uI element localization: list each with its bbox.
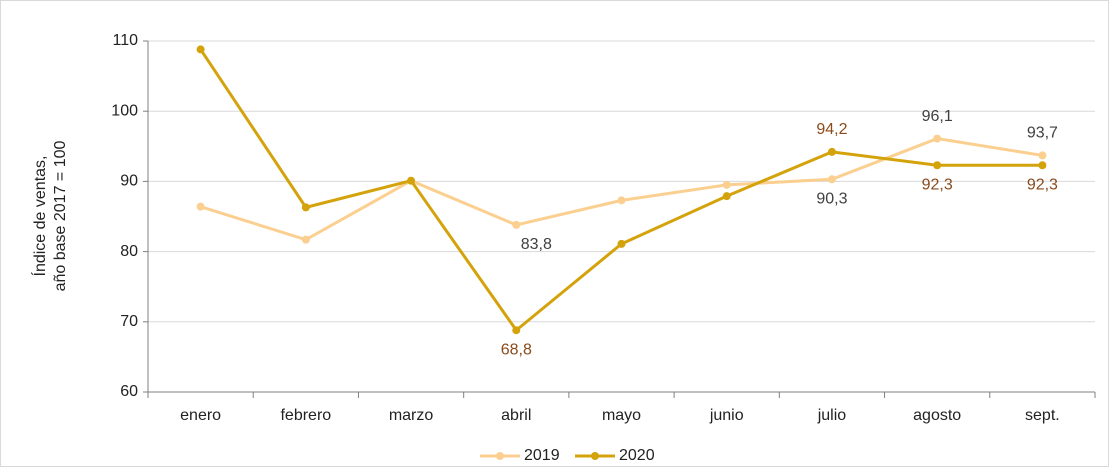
- point: [407, 176, 416, 185]
- y-axis-title-line: Índice de ventas,: [30, 156, 49, 277]
- y-tick-label: 70: [120, 313, 138, 330]
- x-tick-label: marzo: [389, 407, 434, 424]
- legend-label: 2019: [524, 447, 560, 464]
- point: [196, 45, 205, 54]
- point: [617, 239, 626, 248]
- data-label: 90,3: [816, 191, 847, 208]
- data-label: 92,3: [922, 176, 953, 193]
- x-tick-label: julio: [817, 407, 847, 424]
- legend-marker: [496, 452, 504, 460]
- y-tick-label: 100: [111, 102, 138, 119]
- point: [1038, 151, 1047, 160]
- point: [196, 202, 205, 211]
- data-label: 92,3: [1027, 176, 1058, 193]
- point: [933, 134, 942, 143]
- x-tick-label: febrero: [280, 407, 331, 424]
- legend-label: 2020: [619, 447, 655, 464]
- data-label: 83,8: [521, 236, 552, 253]
- y-axis-title: Índice de ventas, año base 2017 = 100: [30, 141, 69, 292]
- point: [617, 196, 626, 205]
- point: [933, 161, 942, 170]
- x-tick-label: enero: [180, 407, 221, 424]
- x-tick-label: agosto: [913, 407, 961, 424]
- point: [301, 203, 310, 212]
- point: [512, 220, 521, 229]
- point: [722, 192, 731, 201]
- point: [722, 180, 731, 189]
- y-tick-label: 90: [120, 173, 138, 190]
- x-tick-label: sept.: [1025, 407, 1060, 424]
- point: [512, 326, 521, 335]
- x-tick-label: mayo: [602, 407, 641, 424]
- point: [1038, 161, 1047, 170]
- y-tick-label: 60: [120, 383, 138, 400]
- data-label: 96,1: [922, 108, 953, 125]
- y-axis-title-line: año base 2017 = 100: [52, 141, 69, 292]
- data-label: 93,7: [1027, 125, 1058, 142]
- y-tick-label: 80: [120, 243, 138, 260]
- legend-marker: [591, 452, 599, 460]
- point: [827, 147, 836, 156]
- data-label: 68,8: [501, 341, 532, 358]
- x-tick-label: abril: [501, 407, 531, 424]
- data-label: 94,2: [816, 121, 847, 138]
- x-tick-label: junio: [709, 407, 744, 424]
- y-tick-label: 110: [112, 32, 138, 49]
- point: [301, 235, 310, 244]
- point: [827, 175, 836, 184]
